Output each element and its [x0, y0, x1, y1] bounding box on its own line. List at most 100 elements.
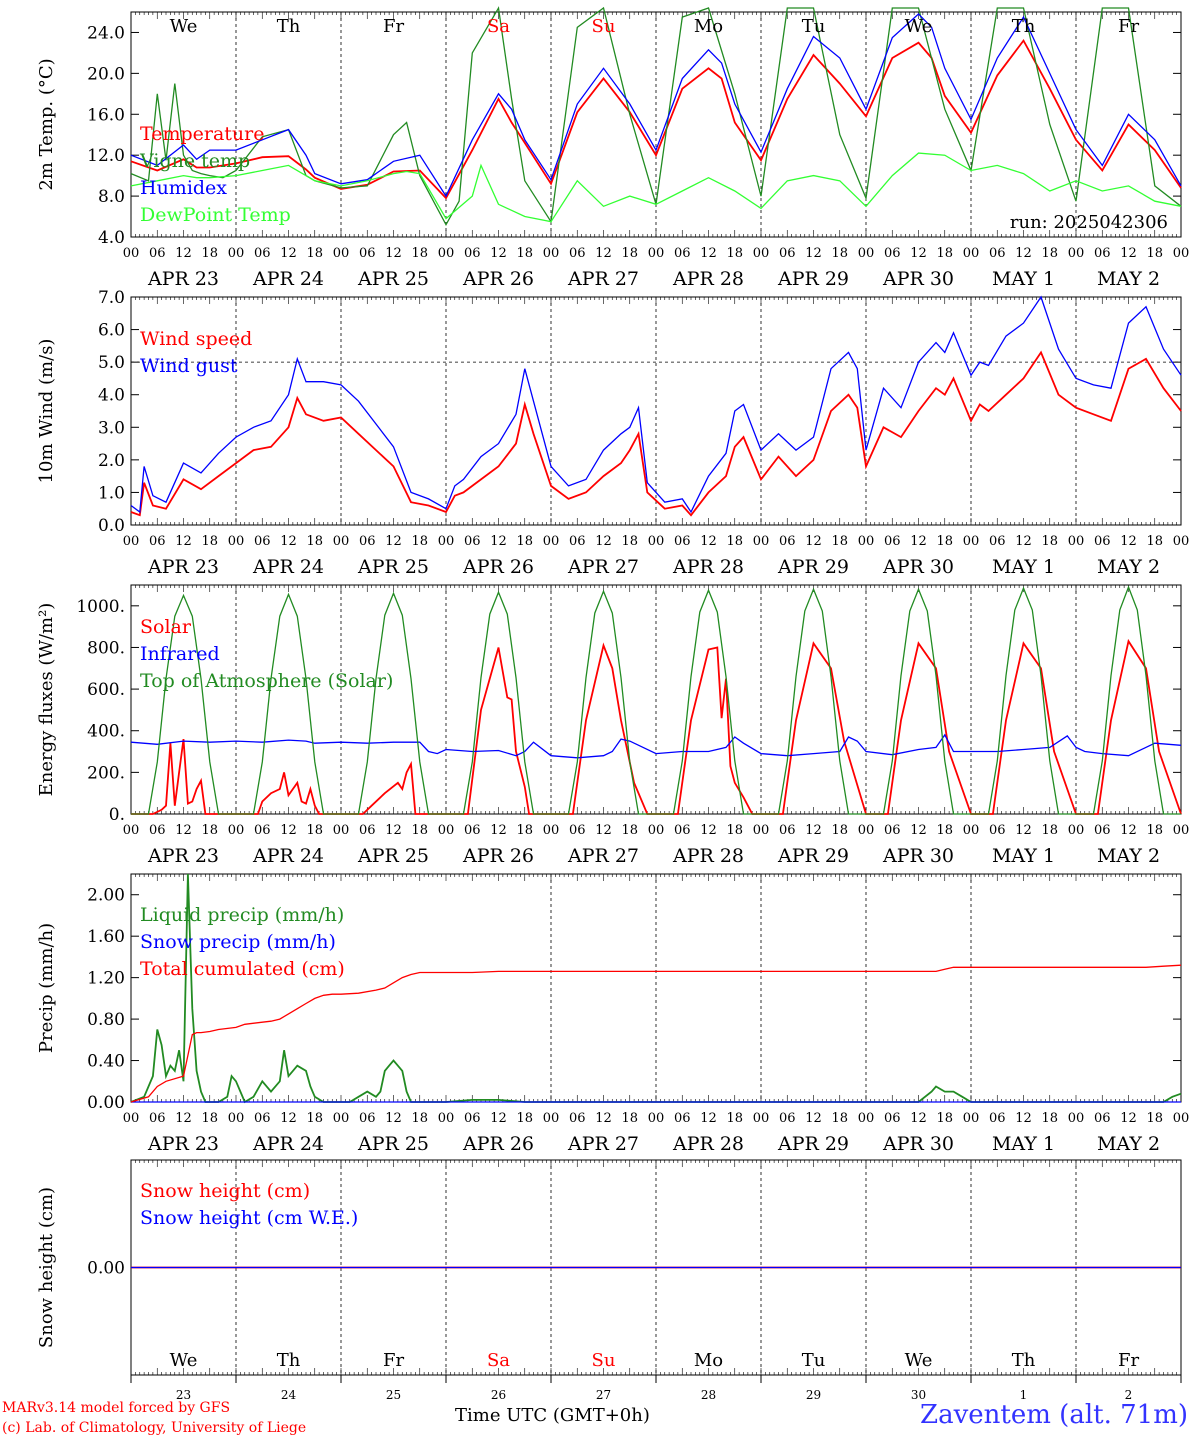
hour-tick-label: 00: [858, 1111, 875, 1126]
hour-tick-label: 18: [516, 1111, 533, 1126]
hour-tick-label: 06: [779, 823, 796, 838]
hour-tick-label: 00: [228, 246, 245, 261]
y-tick-label: 20.0: [87, 64, 125, 84]
hour-tick-label: 00: [858, 823, 875, 838]
hour-tick-label: 06: [359, 534, 376, 549]
series-line: [131, 638, 1182, 815]
y-tick-label: 2.0: [98, 451, 125, 471]
hour-tick-label: 06: [569, 534, 586, 549]
hour-tick-label: 12: [1015, 1111, 1032, 1126]
day-name: Su: [592, 1350, 616, 1371]
legend-entry: Snow height (cm W.E.): [140, 1207, 358, 1229]
series-line: [131, 585, 1181, 815]
hour-tick-label: 00: [543, 823, 560, 838]
date-label: APR 23: [147, 845, 219, 867]
hour-tick-label: 06: [779, 534, 796, 549]
date-label: APR 26: [462, 845, 534, 867]
hour-tick-label: 06: [884, 1111, 901, 1126]
panel-1: 4.0 8.0 12.0 16.0 20.0 24.0 2m Temp. (°C) Tempe…: [36, 6, 1189, 290]
hour-tick-label: 06: [254, 1111, 271, 1126]
hour-tick-label: 18: [411, 1111, 428, 1126]
date-label: APR 24: [252, 1133, 324, 1155]
y-tick-label: 7.0: [98, 288, 125, 308]
series-line: [130, 152, 1182, 223]
legend-entry: Infrared: [140, 643, 220, 665]
legend-entry: Top of Atmosphere (Solar): [140, 670, 393, 692]
series-line: [130, 6, 1182, 227]
hour-tick-label: 18: [936, 246, 953, 261]
day-number: 29: [806, 1388, 821, 1402]
hour-tick-label: 06: [569, 1111, 586, 1126]
hour-tick-label: 12: [175, 1111, 192, 1126]
day-name: Fr: [1118, 1350, 1139, 1371]
hour-tick-label: 00: [963, 1111, 980, 1126]
hour-tick-label: 12: [1120, 534, 1137, 549]
hour-tick-label: 18: [1146, 534, 1163, 549]
hour-tick-label: 00: [228, 534, 245, 549]
hour-tick-label: 12: [910, 1111, 927, 1126]
hour-tick-label: 00: [963, 534, 980, 549]
hour-tick-label: 06: [464, 1111, 481, 1126]
hour-tick-label: 00: [648, 1111, 665, 1126]
hour-tick-label: 18: [726, 823, 743, 838]
date-label: APR 23: [147, 268, 219, 290]
model-credit: MARv3.14 model forced by GFS: [2, 1400, 231, 1416]
hour-tick-label: 18: [516, 823, 533, 838]
hour-tick-label: 00: [753, 823, 770, 838]
hour-tick-label: 12: [490, 246, 507, 261]
hour-tick-label: 12: [700, 1111, 717, 1126]
hour-tick-label: 00: [753, 534, 770, 549]
hour-tick-label: 00: [123, 823, 140, 838]
date-label: APR 30: [882, 845, 954, 867]
y-tick-label: 3.0: [98, 418, 125, 438]
y-tick-label: 0.: [109, 805, 125, 825]
hour-tick-label: 00: [123, 1111, 140, 1126]
day-name: We: [905, 16, 933, 37]
y-tick-label: 1.0: [98, 483, 125, 503]
station-title: Zaventem (alt. 71m): [920, 1400, 1188, 1430]
hour-tick-label: 00: [1068, 246, 1085, 261]
hour-tick-label: 12: [595, 1111, 612, 1126]
day-name: We: [170, 16, 198, 37]
hour-tick-label: 12: [490, 534, 507, 549]
hour-tick-label: 18: [1146, 823, 1163, 838]
hour-tick-label: 06: [149, 534, 166, 549]
y-tick-label: 1.20: [87, 969, 125, 989]
hour-tick-label: 18: [1041, 823, 1058, 838]
panel-3: 0. 200. 400. 600. 800. 1000. Energy fluxes (W/…: [36, 584, 1189, 867]
y-tick-label: 16.0: [87, 105, 125, 125]
date-label: APR 29: [777, 556, 849, 578]
hour-tick-label: 06: [254, 246, 271, 261]
date-label: APR 30: [882, 268, 954, 290]
hour-tick-label: 06: [779, 1111, 796, 1126]
hour-tick-label: 12: [175, 823, 192, 838]
hour-tick-label: 00: [1173, 1111, 1190, 1126]
hour-tick-label: 12: [1015, 246, 1032, 261]
date-label: APR 29: [777, 268, 849, 290]
hour-tick-label: 12: [280, 534, 297, 549]
hour-tick-label: 00: [228, 823, 245, 838]
hour-tick-label: 00: [228, 1111, 245, 1126]
hour-tick-label: 00: [438, 1111, 455, 1126]
legend-entry: Liquid precip (mm/h): [140, 904, 344, 926]
hour-tick-label: 12: [385, 1111, 402, 1126]
hour-tick-label: 12: [175, 246, 192, 261]
hour-tick-label: 06: [254, 534, 271, 549]
hour-tick-label: 18: [1041, 1111, 1058, 1126]
date-label: APR 28: [672, 268, 744, 290]
hour-tick-label: 12: [1120, 1111, 1137, 1126]
hour-tick-label: 06: [884, 823, 901, 838]
hour-tick-label: 00: [1068, 1111, 1085, 1126]
hour-tick-label: 12: [595, 823, 612, 838]
day-number: 2: [1125, 1388, 1133, 1402]
date-label: APR 27: [567, 845, 639, 867]
hour-tick-label: 18: [201, 246, 218, 261]
day-name: Tu: [802, 1350, 826, 1371]
hour-tick-label: 12: [490, 823, 507, 838]
hour-tick-label: 06: [359, 823, 376, 838]
hour-tick-label: 06: [674, 1111, 691, 1126]
date-label: APR 25: [357, 268, 429, 290]
hour-tick-label: 00: [963, 823, 980, 838]
y-axis-label: Precip (mm/h): [36, 923, 57, 1053]
